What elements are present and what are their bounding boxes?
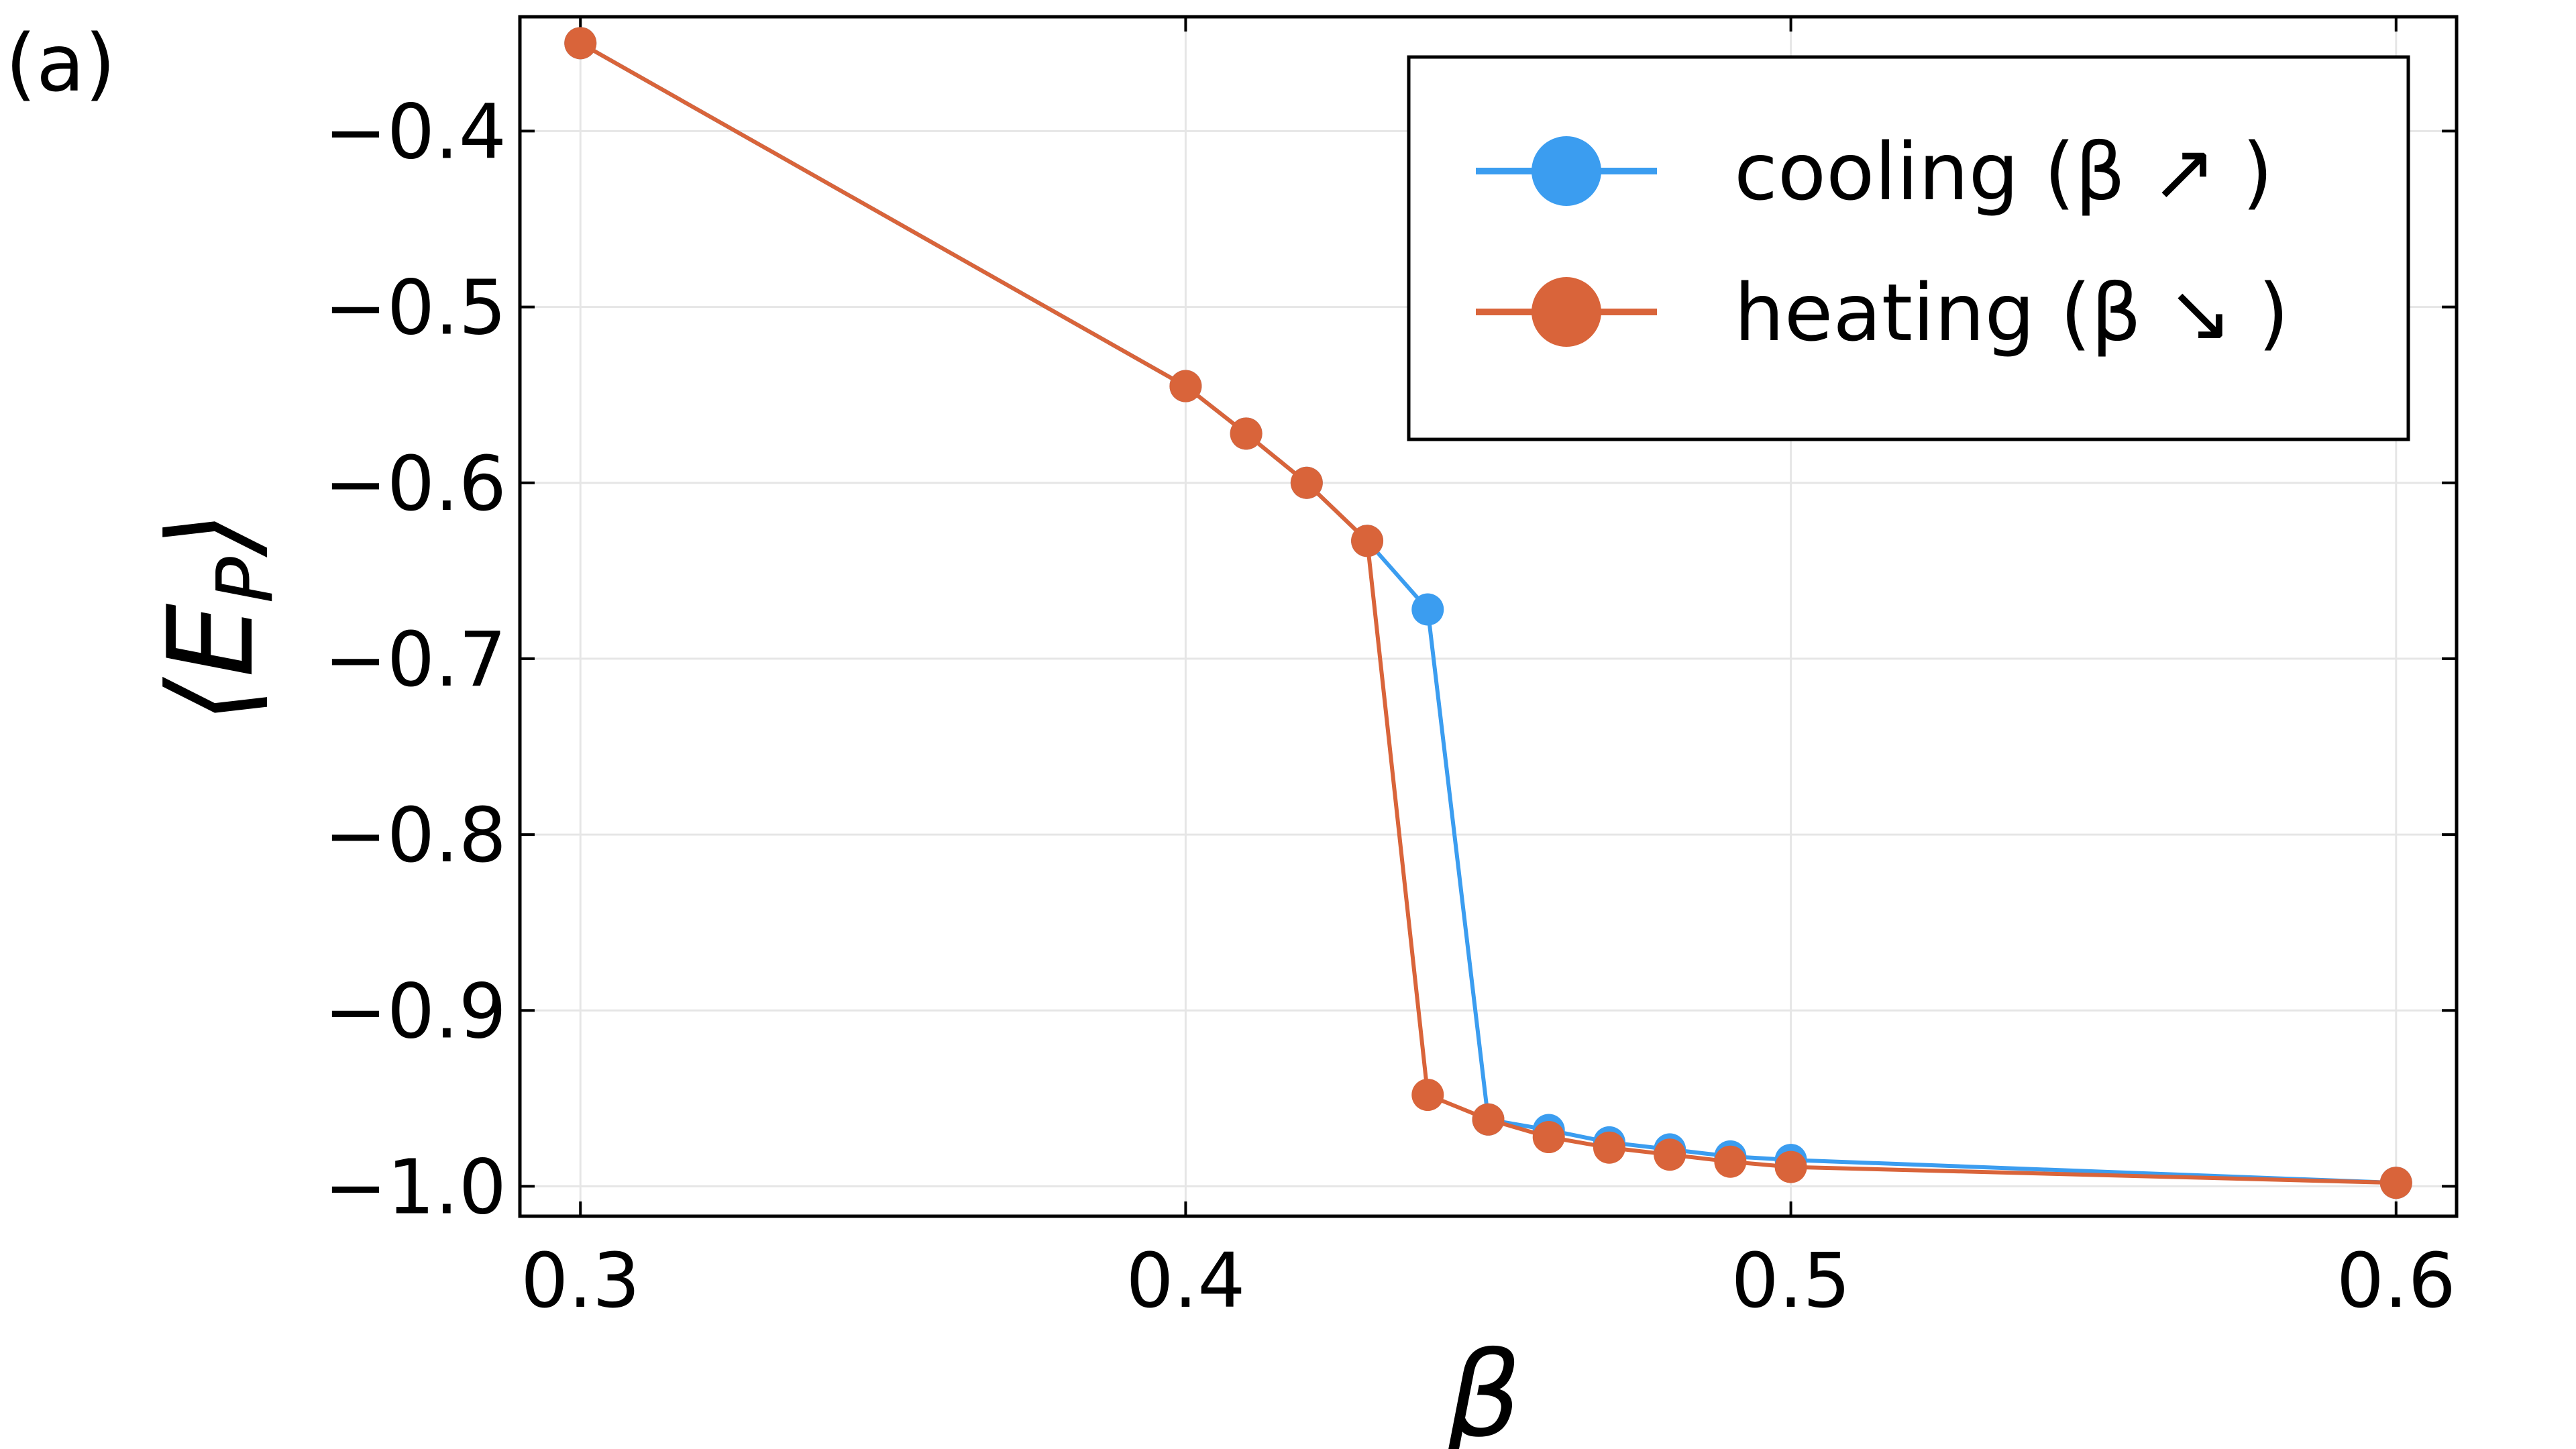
y-tick-label: −0.6 — [324, 441, 506, 528]
y-tick-label: −0.8 — [324, 792, 506, 879]
x-axis-ticks: 0.3 0.4 0.5 0.6 — [521, 17, 2456, 1325]
data-point — [564, 27, 597, 60]
panel-label: (a) — [5, 17, 115, 109]
y-axis-label-main: ⟨E — [144, 603, 280, 723]
y-tick-label: −0.4 — [324, 89, 506, 176]
y-axis-label-subscript: P — [201, 556, 290, 603]
x-tick-label: 0.4 — [1126, 1238, 1245, 1325]
data-point — [1351, 525, 1384, 557]
data-point — [1532, 1121, 1565, 1154]
y-tick-label: −1.0 — [324, 1144, 506, 1231]
data-point — [1230, 417, 1263, 450]
y-axis-label-close: ⟩ — [144, 511, 280, 558]
legend-label-cooling: cooling (β ↗ ) — [1734, 125, 2273, 218]
data-point — [1411, 593, 1444, 626]
data-point — [1593, 1131, 1625, 1164]
legend-label-heating: heating (β ↘ ) — [1734, 266, 2289, 359]
plot-frame — [518, 15, 2459, 1218]
legend-box — [1407, 55, 2410, 441]
data-point — [1411, 1079, 1444, 1112]
y-tick-label: −0.9 — [324, 968, 506, 1055]
data-point — [1774, 1150, 1807, 1183]
series-layer — [564, 27, 2412, 1199]
data-point — [1654, 1138, 1686, 1171]
series-heating — [564, 27, 2412, 1199]
data-point — [2379, 1167, 2412, 1199]
y-axis-label-text: ⟨EP⟩ — [144, 511, 290, 724]
x-tick-label: 0.5 — [1731, 1238, 1851, 1325]
data-point — [1290, 466, 1323, 499]
x-tick-label: 0.6 — [2337, 1238, 2456, 1325]
legend-marker-heating — [1532, 277, 1601, 347]
y-axis-ticks: −1.0 −0.9 −0.8 −0.7 −0.6 −0.5 −0.4 — [324, 89, 2457, 1231]
y-tick-label: −0.5 — [324, 265, 506, 352]
legend: cooling (β ↗ ) heating (β ↘ ) — [1407, 55, 2410, 441]
x-axis-label: β — [1446, 1328, 1521, 1449]
y-tick-label: −0.7 — [324, 616, 506, 704]
data-point — [1472, 1103, 1505, 1136]
x-tick-label: 0.3 — [521, 1238, 640, 1325]
data-point — [1714, 1145, 1747, 1178]
y-axis-label: ⟨EP⟩ — [144, 511, 290, 724]
data-point — [1169, 370, 1202, 402]
legend-marker-cooling — [1532, 136, 1601, 206]
